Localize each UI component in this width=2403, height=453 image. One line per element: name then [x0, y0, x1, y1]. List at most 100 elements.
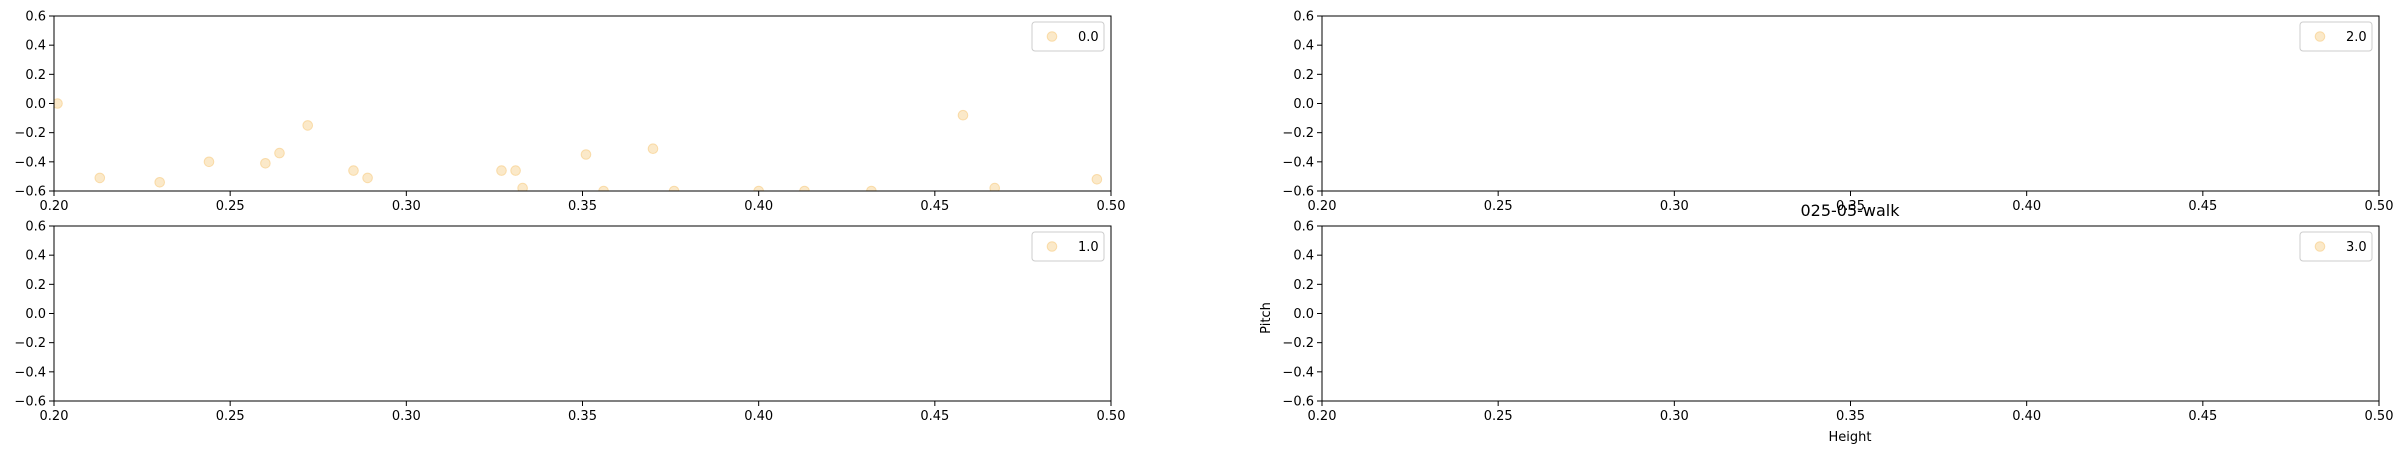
y-tick-label: 0.6 — [1293, 220, 1314, 235]
legend-marker — [1046, 241, 1058, 252]
subplot-top-right: 0.20 0.25 0.30 0.35 0.40 0.45 0.50 0.6 0.4 0.2 0.0… — [1282, 10, 2393, 215]
x-tick-label: 0.40 — [744, 199, 773, 214]
legend: 3.0 — [2299, 231, 2373, 262]
x-tick-label: 0.20 — [1308, 409, 1337, 424]
y-tick-label: 0.2 — [1293, 278, 1314, 293]
legend-label: 0.0 — [1078, 30, 1099, 45]
x-tick-label: 0.20 — [40, 409, 69, 424]
x-tick-label: 0.50 — [1097, 199, 1126, 214]
scatter-series — [54, 98, 1103, 191]
x-tick-label: 0.20 — [1308, 199, 1337, 214]
scatter-point — [510, 165, 521, 176]
x-tick-label: 0.25 — [1484, 409, 1513, 424]
subplot-bottom-right: 0.20 0.25 0.30 0.35 0.40 0.45 0.50 0.6 0.4 0.2 0.0… — [1282, 220, 2393, 425]
x-tick-label: 0.25 — [1484, 199, 1513, 214]
y-tick-label: −0.4 — [1282, 365, 1314, 380]
legend-label: 2.0 — [2346, 30, 2367, 45]
y-axis-label: Pitch — [1259, 302, 1274, 334]
scatter-point — [647, 143, 659, 154]
scatter-point — [496, 165, 507, 176]
y-tick-label: 0.0 — [25, 307, 46, 322]
y-tick-label: −0.6 — [14, 395, 46, 410]
y-tick-label: 0.4 — [1293, 249, 1314, 264]
y-tick-label: 0.4 — [1293, 39, 1314, 54]
scatter-point — [517, 182, 528, 191]
y-tick-label: −0.6 — [14, 185, 46, 200]
y-tick-label: 0.4 — [25, 39, 46, 54]
legend-label: 3.0 — [2346, 240, 2367, 255]
axes-frame — [53, 225, 1112, 402]
subplot-top-left: 0.20 0.25 0.30 0.35 0.40 0.45 0.50 0.6 0.4 0.2 0.0… — [14, 10, 1125, 215]
scatter-point — [1091, 174, 1103, 185]
y-tick-label: 0.6 — [25, 220, 46, 235]
y-tick-label: 0.0 — [1293, 307, 1314, 322]
y-tick-label: −0.6 — [1282, 395, 1314, 410]
legend-marker — [2314, 31, 2326, 42]
axes-frame — [1321, 225, 2380, 402]
x-tick-label: 0.20 — [40, 199, 69, 214]
scatter-point — [203, 156, 215, 168]
scatter-point — [260, 158, 271, 169]
scatter-point — [580, 149, 592, 160]
subplot-grid: 0.20 0.25 0.30 0.35 0.40 0.45 0.50 0.6 0.4 0.2 0.0… — [14, 10, 2393, 425]
legend-marker — [1046, 31, 1058, 42]
legend: 1.0 — [1031, 231, 1105, 262]
x-tick-label: 0.45 — [2188, 409, 2217, 424]
y-tick-label: 0.0 — [25, 97, 46, 112]
scatter-point — [154, 177, 165, 188]
x-tick-label: 0.30 — [1660, 409, 1689, 424]
legend-box — [1031, 21, 1105, 52]
y-tick-label: 0.2 — [25, 278, 46, 293]
x-tick-label: 0.50 — [2365, 199, 2394, 214]
x-tick-label: 0.25 — [216, 199, 245, 214]
x-tick-label: 0.35 — [1836, 409, 1865, 424]
y-tick-label: −0.4 — [1282, 155, 1314, 170]
y-tick-label: −0.4 — [14, 365, 46, 380]
legend-box — [2299, 231, 2373, 262]
x-tick-label: 0.25 — [216, 409, 245, 424]
subplot-bottom-left: 0.20 0.25 0.30 0.35 0.40 0.45 0.50 0.6 0.4 0.2 0.0… — [14, 220, 1125, 425]
y-tick-label: −0.2 — [1282, 336, 1314, 351]
legend-box — [2299, 21, 2373, 52]
y-tick-label: 0.2 — [1293, 68, 1314, 83]
x-tick-label: 0.50 — [2365, 409, 2394, 424]
scatter-point — [302, 120, 314, 131]
x-tick-label: 0.40 — [2012, 199, 2041, 214]
scatter-point — [957, 109, 969, 121]
scatter-point — [274, 147, 285, 159]
x-tick-label: 0.40 — [2012, 409, 2041, 424]
scatter-point — [989, 182, 1000, 191]
x-tick-label: 0.30 — [392, 409, 421, 424]
y-tick-label: −0.2 — [14, 336, 46, 351]
y-tick-label: 0.0 — [1293, 97, 1314, 112]
y-tick-label: −0.4 — [14, 155, 46, 170]
y-tick-label: 0.6 — [25, 10, 46, 25]
y-tick-label: 0.6 — [1293, 10, 1314, 25]
legend-box — [1031, 231, 1105, 262]
x-tick-label: 0.35 — [568, 199, 597, 214]
x-tick-label: 0.50 — [1097, 409, 1126, 424]
x-tick-label: 0.45 — [2188, 199, 2217, 214]
x-tick-label: 0.40 — [744, 409, 773, 424]
axes-frame — [1321, 15, 2380, 192]
figure-title: 025-05-walk — [1800, 201, 1900, 220]
legend: 0.0 — [1031, 21, 1105, 52]
y-tick-label: −0.2 — [1282, 126, 1314, 141]
y-tick-label: 0.4 — [25, 249, 46, 264]
legend-label: 1.0 — [1078, 240, 1099, 255]
scatter-point — [348, 165, 359, 176]
scatter-point — [94, 172, 106, 184]
x-tick-label: 0.35 — [568, 409, 597, 424]
y-tick-label: 0.2 — [25, 68, 46, 83]
x-tick-label: 0.35 — [1836, 199, 1865, 214]
scatter-point — [54, 98, 63, 109]
x-axis-label: Height — [1829, 430, 1872, 445]
legend: 2.0 — [2299, 21, 2373, 52]
legend-marker — [2314, 241, 2326, 252]
x-tick-label: 0.45 — [920, 409, 949, 424]
x-tick-label: 0.30 — [1660, 199, 1689, 214]
x-tick-label: 0.45 — [920, 199, 949, 214]
scatter-point — [362, 172, 373, 184]
y-tick-label: −0.2 — [14, 126, 46, 141]
